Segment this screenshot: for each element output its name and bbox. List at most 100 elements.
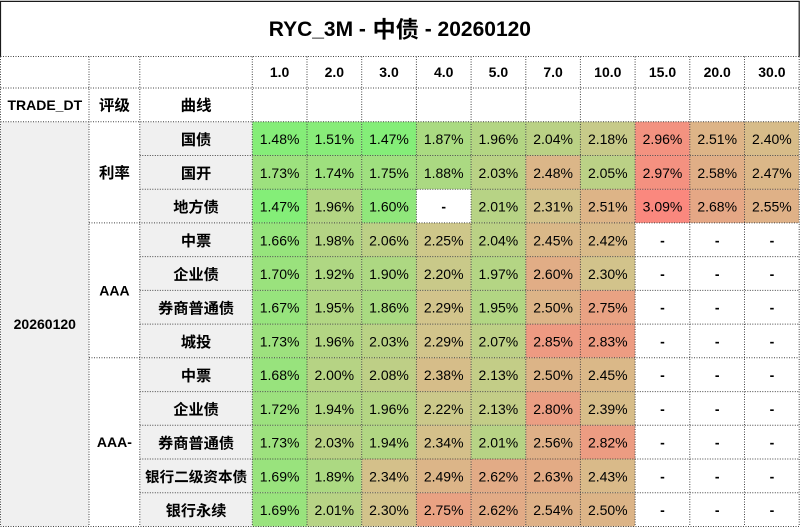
- svg-text:-: -: [660, 232, 665, 248]
- svg-text:2.62%: 2.62%: [479, 502, 519, 518]
- svg-text:2.60%: 2.60%: [533, 266, 573, 282]
- svg-text:1.98%: 1.98%: [314, 232, 354, 248]
- svg-text:2.82%: 2.82%: [588, 435, 628, 451]
- svg-text:2.20%: 2.20%: [424, 266, 464, 282]
- svg-text:2.08%: 2.08%: [369, 367, 409, 383]
- svg-text:-: -: [715, 300, 720, 316]
- svg-text:-: -: [660, 300, 665, 316]
- svg-text:-: -: [770, 300, 775, 316]
- svg-text:-: -: [770, 435, 775, 451]
- svg-text:2.38%: 2.38%: [424, 367, 464, 383]
- svg-text:-: -: [660, 266, 665, 282]
- svg-text:2.50%: 2.50%: [533, 300, 573, 316]
- svg-text:1.97%: 1.97%: [479, 266, 519, 282]
- svg-text:1.87%: 1.87%: [424, 131, 464, 147]
- svg-text:2.68%: 2.68%: [697, 199, 737, 215]
- svg-text:1.47%: 1.47%: [260, 199, 300, 215]
- svg-text:1.72%: 1.72%: [260, 401, 300, 417]
- svg-text:1.88%: 1.88%: [424, 165, 464, 181]
- svg-text:2.49%: 2.49%: [424, 468, 464, 484]
- svg-text:-: -: [770, 266, 775, 282]
- svg-text:2.80%: 2.80%: [533, 401, 573, 417]
- svg-text:TRADE_DT: TRADE_DT: [7, 97, 82, 113]
- svg-text:2.85%: 2.85%: [533, 334, 573, 350]
- svg-text:2.0: 2.0: [325, 64, 345, 80]
- svg-text:1.95%: 1.95%: [314, 300, 354, 316]
- svg-text:- 20260120: - 20260120: [419, 18, 531, 41]
- svg-text:2.13%: 2.13%: [479, 401, 519, 417]
- svg-text:AAA-: AAA-: [97, 434, 132, 450]
- svg-text:1.51%: 1.51%: [314, 131, 354, 147]
- svg-text:-: -: [770, 367, 775, 383]
- svg-text:2.47%: 2.47%: [752, 165, 792, 181]
- svg-text:-: -: [660, 468, 665, 484]
- svg-text:2.40%: 2.40%: [752, 131, 792, 147]
- svg-text:-: -: [441, 199, 446, 215]
- svg-text:2.62%: 2.62%: [479, 468, 519, 484]
- svg-text:2.04%: 2.04%: [533, 131, 573, 147]
- svg-text:-: -: [715, 367, 720, 383]
- svg-text:1.75%: 1.75%: [369, 165, 409, 181]
- svg-text:7.0: 7.0: [543, 64, 563, 80]
- svg-text:-: -: [660, 435, 665, 451]
- svg-text:2.75%: 2.75%: [424, 502, 464, 518]
- svg-text:1.96%: 1.96%: [479, 131, 519, 147]
- svg-text:20.0: 20.0: [704, 64, 731, 80]
- svg-text:RYC_3M -: RYC_3M -: [269, 18, 372, 41]
- svg-text:2.00%: 2.00%: [314, 367, 354, 383]
- svg-text:2.43%: 2.43%: [588, 468, 628, 484]
- svg-text:2.97%: 2.97%: [643, 165, 683, 181]
- svg-text:2.31%: 2.31%: [533, 199, 573, 215]
- svg-text:1.94%: 1.94%: [314, 401, 354, 417]
- svg-text:2.03%: 2.03%: [479, 165, 519, 181]
- svg-text:2.50%: 2.50%: [533, 367, 573, 383]
- svg-text:1.69%: 1.69%: [260, 502, 300, 518]
- svg-text:2.83%: 2.83%: [588, 334, 628, 350]
- svg-text:1.69%: 1.69%: [260, 468, 300, 484]
- svg-text:2.56%: 2.56%: [533, 435, 573, 451]
- svg-text:2.18%: 2.18%: [588, 131, 628, 147]
- svg-text:20260120: 20260120: [14, 316, 77, 332]
- svg-text:1.73%: 1.73%: [260, 435, 300, 451]
- svg-text:-: -: [715, 266, 720, 282]
- svg-text:2.07%: 2.07%: [479, 334, 519, 350]
- svg-text:AAA: AAA: [99, 282, 129, 298]
- svg-text:1.94%: 1.94%: [369, 435, 409, 451]
- svg-text:1.96%: 1.96%: [314, 199, 354, 215]
- svg-text:-: -: [715, 232, 720, 248]
- svg-text:-: -: [715, 401, 720, 417]
- svg-text:1.90%: 1.90%: [369, 266, 409, 282]
- svg-text:1.96%: 1.96%: [314, 334, 354, 350]
- svg-text:2.13%: 2.13%: [479, 367, 519, 383]
- svg-text:2.01%: 2.01%: [314, 502, 354, 518]
- svg-text:2.06%: 2.06%: [369, 232, 409, 248]
- svg-text:2.30%: 2.30%: [588, 266, 628, 282]
- svg-text:-: -: [660, 367, 665, 383]
- svg-text:1.47%: 1.47%: [369, 131, 409, 147]
- svg-text:2.55%: 2.55%: [752, 199, 792, 215]
- svg-text:-: -: [770, 232, 775, 248]
- svg-text:2.34%: 2.34%: [369, 468, 409, 484]
- svg-text:2.22%: 2.22%: [424, 401, 464, 417]
- svg-text:-: -: [770, 334, 775, 350]
- svg-text:2.25%: 2.25%: [424, 232, 464, 248]
- svg-text:1.67%: 1.67%: [260, 300, 300, 316]
- svg-text:2.45%: 2.45%: [533, 232, 573, 248]
- svg-text:1.0: 1.0: [270, 64, 290, 80]
- svg-text:15.0: 15.0: [649, 64, 676, 80]
- svg-text:-: -: [660, 334, 665, 350]
- svg-text:-: -: [770, 468, 775, 484]
- svg-text:2.42%: 2.42%: [588, 232, 628, 248]
- svg-text:2.63%: 2.63%: [533, 468, 573, 484]
- svg-text:-: -: [715, 502, 720, 518]
- svg-text:2.03%: 2.03%: [314, 435, 354, 451]
- svg-text:2.04%: 2.04%: [479, 232, 519, 248]
- svg-text:5.0: 5.0: [489, 64, 509, 80]
- svg-text:1.73%: 1.73%: [260, 165, 300, 181]
- svg-text:2.51%: 2.51%: [697, 131, 737, 147]
- svg-text:1.89%: 1.89%: [314, 468, 354, 484]
- svg-text:1.70%: 1.70%: [260, 266, 300, 282]
- svg-text:2.05%: 2.05%: [588, 165, 628, 181]
- svg-text:1.48%: 1.48%: [260, 131, 300, 147]
- svg-text:1.73%: 1.73%: [260, 334, 300, 350]
